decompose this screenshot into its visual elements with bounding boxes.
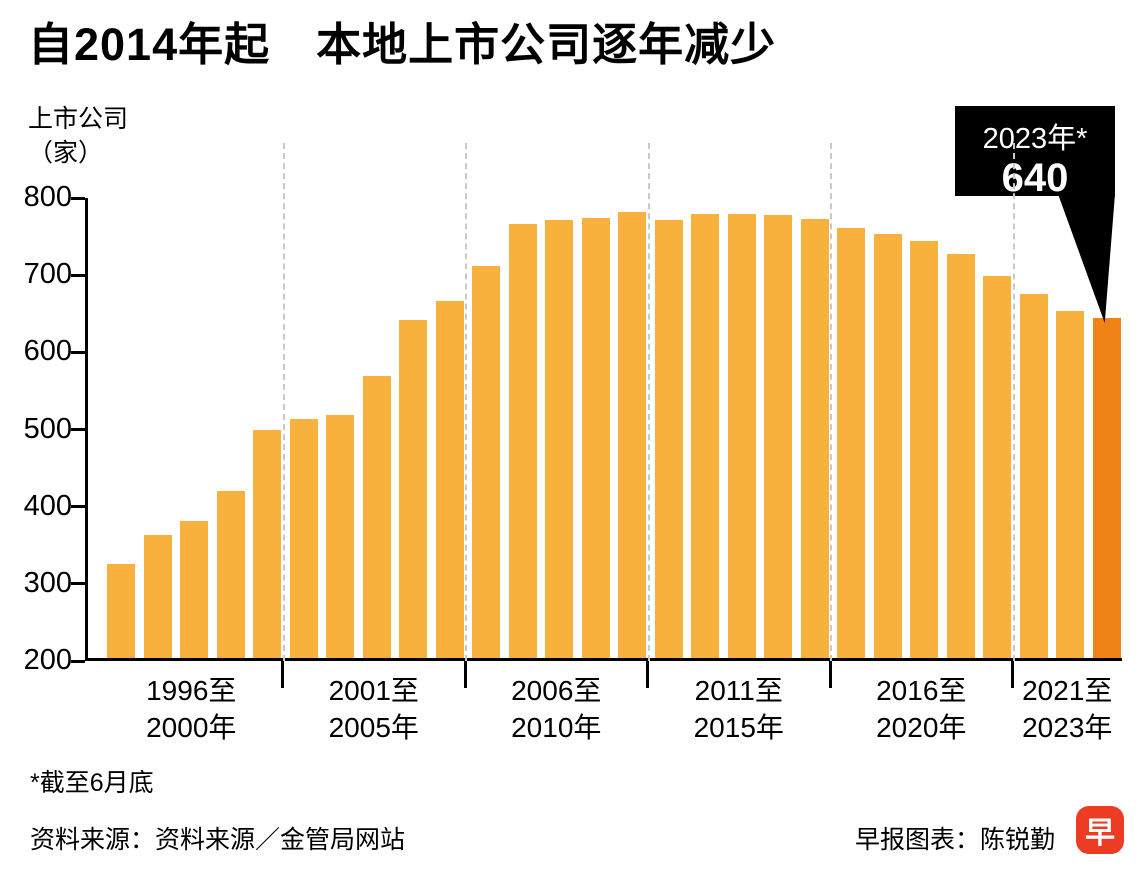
bar-2009 xyxy=(581,218,610,658)
y-tick-label-800: 800 xyxy=(23,181,72,213)
y-tick-mark-800 xyxy=(71,196,85,200)
bar-2012 xyxy=(691,214,720,658)
x-tick-mark-1 xyxy=(463,661,467,688)
x-group-label-1-line2: 2005年 xyxy=(328,712,419,743)
x-group-label-0-line1: 1996至 xyxy=(146,675,237,706)
bar-2020 xyxy=(983,276,1012,658)
x-group-label-1: 2001至 2005年 xyxy=(329,672,419,746)
x-tick-mark-2 xyxy=(646,661,649,688)
bar-2000 xyxy=(253,430,282,658)
y-tick-label-700: 700 xyxy=(23,258,72,291)
y-tick-mark-200 xyxy=(71,659,85,663)
credit-text: 早报图表：陈锐勤 xyxy=(854,826,1055,854)
y-tick-mark-300 xyxy=(71,582,85,586)
y-tick-mark-600 xyxy=(71,350,85,354)
bar-2003 xyxy=(362,376,391,658)
x-group-label-5: 2021至 2023年 xyxy=(1022,672,1112,746)
group-separator-0 xyxy=(282,143,285,661)
bar-2013 xyxy=(727,213,756,658)
y-tick-mark-700 xyxy=(71,273,85,277)
bar-2021 xyxy=(1019,293,1048,658)
x-group-label-3-line1: 2011至 xyxy=(694,675,783,706)
x-group-label-5-line1: 2021至 xyxy=(1022,675,1113,706)
bar-2011 xyxy=(654,219,683,658)
callout-value: 640 xyxy=(1001,156,1069,200)
x-group-label-2: 2006至 2010年 xyxy=(511,672,601,746)
x-group-label-3-line2: 2015年 xyxy=(693,712,784,743)
y-tick-label-400: 400 xyxy=(23,489,72,522)
x-group-label-0: 1996至 2000年 xyxy=(146,672,236,746)
y-tick-label-500: 500 xyxy=(23,412,72,445)
y-tick-label-600: 600 xyxy=(23,335,72,368)
y-tick-mark-400 xyxy=(71,505,85,509)
zaobao-logo: 早 xyxy=(1076,806,1124,854)
y-axis-label-line2: （家） xyxy=(28,139,104,167)
bar-2014 xyxy=(764,215,793,658)
footnote: *截至6月底 xyxy=(30,769,154,797)
x-group-label-5-line2: 2023年 xyxy=(1022,712,1113,743)
bar-2001 xyxy=(289,418,318,658)
bar-2002 xyxy=(326,414,355,658)
y-axis-label-line1: 上市公司 xyxy=(28,105,129,133)
x-group-label-2-line2: 2010年 xyxy=(511,712,602,743)
group-separator-2 xyxy=(647,143,650,661)
x-group-label-4-line2: 2020年 xyxy=(876,712,967,743)
bar-2010 xyxy=(618,211,647,658)
chart-title: 自2014年起 本地上市公司逐年减少 xyxy=(28,19,777,70)
bar-1999 xyxy=(216,491,245,658)
bar-2017 xyxy=(873,233,902,658)
y-tick-label-300: 300 xyxy=(23,566,72,599)
bar-2018 xyxy=(910,240,939,658)
bar-1998 xyxy=(180,520,209,658)
group-separator-1 xyxy=(465,143,467,661)
bar-2015 xyxy=(800,218,829,658)
callout-year-label: 2023年* xyxy=(982,123,1088,155)
bar-2022 xyxy=(1056,310,1085,658)
bar-2023 xyxy=(1092,318,1121,658)
bar-2007 xyxy=(508,224,537,658)
x-group-label-4-line1: 2016至 xyxy=(876,675,967,706)
x-group-label-1-line1: 2001至 xyxy=(328,675,419,706)
callout-2023: 2023年* 640 xyxy=(955,106,1115,200)
bar-2005 xyxy=(435,300,464,658)
bar-2004 xyxy=(399,320,428,658)
group-separator-3 xyxy=(830,143,832,661)
x-group-label-4: 2016至 2020年 xyxy=(876,672,966,746)
group-separator-4 xyxy=(1012,143,1015,661)
bar-2006 xyxy=(472,266,501,658)
bar-2019 xyxy=(946,254,975,658)
plot-area xyxy=(85,198,1122,661)
y-axis-label: 上市公司 （家） xyxy=(28,102,128,170)
y-tick-label-200: 200 xyxy=(23,644,72,676)
y-tick-mark-500 xyxy=(71,428,85,431)
x-group-label-2-line1: 2006至 xyxy=(511,675,602,706)
x-group-label-0-line2: 2000年 xyxy=(146,712,237,743)
bar-1996 xyxy=(107,563,136,658)
x-tick-mark-0 xyxy=(281,661,284,688)
x-tick-mark-3 xyxy=(828,661,832,688)
x-group-label-3: 2011至 2015年 xyxy=(694,672,784,746)
x-tick-mark-4 xyxy=(1011,661,1014,688)
source-text: 资料来源：资料来源／金管局网站 xyxy=(30,826,406,854)
bar-2016 xyxy=(837,228,866,658)
bar-2008 xyxy=(545,220,574,658)
bar-1997 xyxy=(143,534,172,658)
